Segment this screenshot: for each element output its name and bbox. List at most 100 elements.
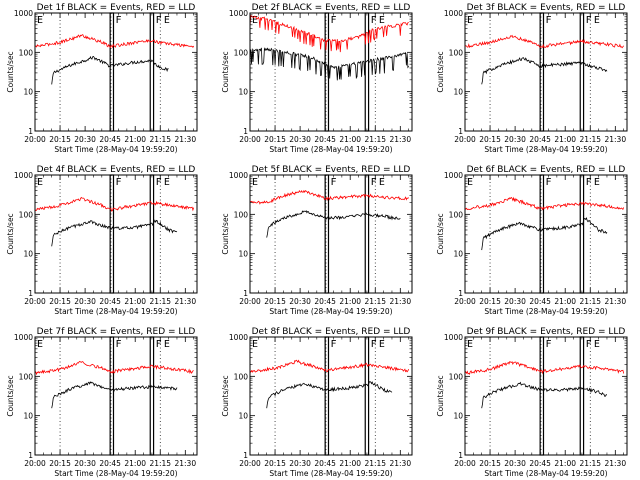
- x-tick-label: 20:30: [504, 135, 526, 144]
- x-tick-label: 21:00: [124, 135, 146, 144]
- y-tick-label: 1000: [229, 333, 248, 342]
- flag-label: F: [115, 15, 121, 26]
- x-tick-label: 21:15: [579, 459, 601, 468]
- flag-label: E: [594, 177, 600, 188]
- plot-frame: [249, 174, 413, 294]
- x-tick-label: 21:15: [149, 459, 171, 468]
- x-tick-label: 20:15: [264, 459, 286, 468]
- flag-label: E: [164, 15, 170, 26]
- x-tick-label: 20:15: [479, 135, 501, 144]
- y-tick-label: 1000: [14, 333, 33, 342]
- y-axis-label: Counts/sec: [6, 213, 15, 254]
- x-tick-label: 21:30: [389, 297, 411, 306]
- x-tick-label: 21:00: [339, 297, 361, 306]
- flag-label: E: [594, 339, 600, 350]
- flag-label: F: [586, 177, 592, 188]
- series-lld-line: [464, 34, 625, 49]
- data-gap-box: [364, 336, 370, 456]
- flag-label: E: [467, 339, 473, 350]
- panel-title: Det 7f BLACK = Events, RED = LLD: [37, 327, 196, 337]
- x-tick-label: 21:15: [364, 459, 386, 468]
- data-gap-box: [364, 174, 370, 294]
- y-tick-label: 1000: [444, 333, 463, 342]
- flag-label: E: [252, 339, 258, 350]
- series-lld-line: [34, 360, 194, 376]
- x-tick-label: 21:30: [604, 459, 626, 468]
- y-tick-label: 1: [243, 451, 248, 460]
- flag-label: E: [164, 339, 170, 350]
- plot-frame: [249, 12, 413, 132]
- x-tick-label: 21:30: [604, 135, 626, 144]
- y-axis-label: Counts/sec: [221, 375, 230, 416]
- y-tick-label: 10: [453, 412, 463, 421]
- plot-frame: [464, 174, 628, 294]
- flag-label: F: [115, 177, 121, 188]
- x-axis-label: Start Time (28-May-04 19:59:20): [269, 145, 392, 154]
- panel-title: Det 6f BLACK = Events, RED = LLD: [467, 165, 626, 175]
- y-tick-label: 100: [449, 48, 464, 57]
- x-tick-label: 21:15: [579, 135, 601, 144]
- x-tick-label: 20:30: [289, 297, 311, 306]
- flag-label: E: [379, 339, 385, 350]
- flag-label: E: [252, 15, 258, 26]
- series-events-line: [51, 219, 178, 247]
- x-tick-label: 20:45: [99, 297, 121, 306]
- x-tick-label: 21:00: [339, 459, 361, 468]
- plot-frame: [249, 336, 413, 456]
- flag-label: E: [467, 177, 473, 188]
- x-tick-label: 20:45: [314, 135, 336, 144]
- y-tick-label: 1: [243, 289, 248, 298]
- y-tick-label: 10: [238, 88, 248, 97]
- x-axis-label: Start Time (28-May-04 19:59:20): [54, 145, 177, 154]
- x-tick-label: 20:15: [49, 135, 71, 144]
- y-tick-label: 1: [28, 127, 33, 136]
- y-axis-label: Counts/sec: [436, 51, 445, 92]
- data-gap-box: [579, 12, 585, 132]
- flag-label: F: [330, 15, 336, 26]
- flag-label: E: [164, 177, 170, 188]
- series-lld-line: [249, 359, 410, 373]
- x-tick-label: 21:30: [174, 135, 196, 144]
- flag-label: F: [156, 15, 162, 26]
- panel-title: Det 8f BLACK = Events, RED = LLD: [252, 327, 411, 337]
- y-tick-label: 10: [238, 412, 248, 421]
- x-axis-label: Start Time (28-May-04 19:59:20): [54, 307, 177, 316]
- y-tick-label: 10: [453, 88, 463, 97]
- y-tick-label: 1000: [14, 9, 33, 18]
- x-tick-label: 20:15: [264, 135, 286, 144]
- x-tick-label: 20:30: [289, 135, 311, 144]
- y-axis-label: Counts/sec: [6, 51, 15, 92]
- flag-label: F: [115, 339, 121, 350]
- flag-label: E: [37, 177, 43, 188]
- data-gap-box: [149, 174, 155, 294]
- y-tick-label: 1: [458, 451, 463, 460]
- series-lld-line: [464, 361, 625, 375]
- y-tick-label: 100: [234, 210, 249, 219]
- series-lld-line: [34, 34, 195, 49]
- flag-label: F: [586, 15, 592, 26]
- x-tick-label: 20:00: [454, 297, 476, 306]
- y-tick-label: 1000: [229, 171, 248, 180]
- panel-title: Det 2f BLACK = Events, RED = LLD: [252, 3, 411, 13]
- x-axis-label: Start Time (28-May-04 19:59:20): [484, 469, 607, 478]
- data-gap-box: [579, 174, 585, 294]
- panel-title: Det 4f BLACK = Events, RED = LLD: [37, 165, 196, 175]
- series-lld-line: [34, 196, 195, 212]
- flag-label: F: [156, 177, 162, 188]
- x-tick-label: 20:15: [49, 297, 71, 306]
- y-tick-label: 1: [28, 451, 33, 460]
- y-tick-label: 10: [23, 88, 33, 97]
- y-tick-label: 10: [238, 250, 248, 259]
- series-lld-line: [464, 196, 625, 211]
- x-axis-label: Start Time (28-May-04 19:59:20): [269, 469, 392, 478]
- panel-title: Det 5f BLACK = Events, RED = LLD: [252, 165, 411, 175]
- series-events-line: [481, 57, 608, 85]
- series-events-line: [51, 381, 178, 409]
